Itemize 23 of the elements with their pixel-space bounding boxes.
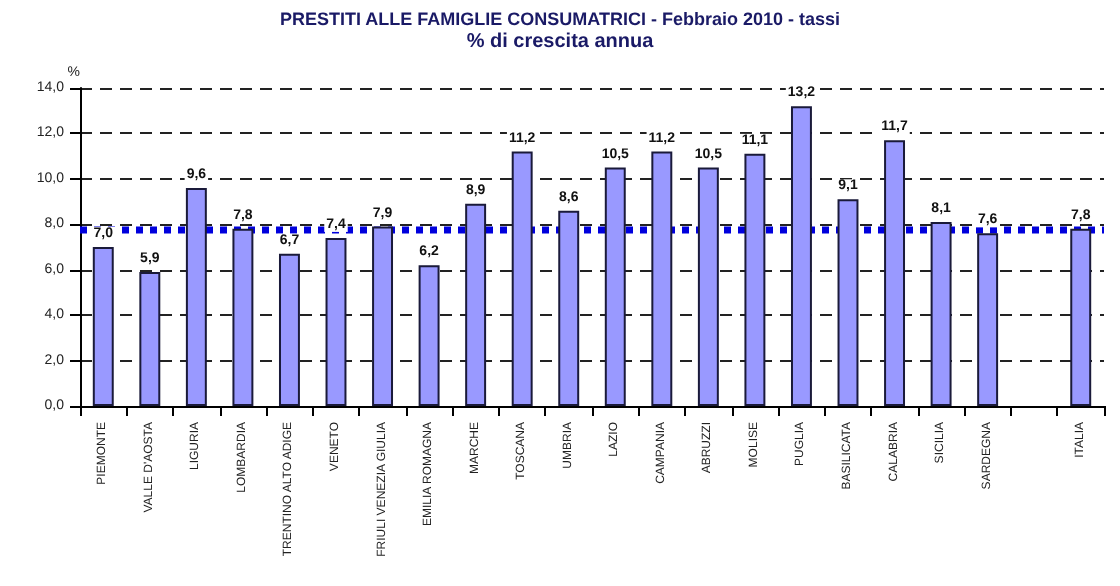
bar <box>604 167 626 406</box>
bar <box>372 226 394 406</box>
bar <box>92 247 114 406</box>
bar <box>884 140 906 406</box>
bar <box>930 222 952 406</box>
bar <box>837 199 859 406</box>
chart-subtitle: % di crescita annua <box>466 31 655 53</box>
bar <box>1070 228 1092 406</box>
bar <box>185 187 207 406</box>
bar <box>697 167 719 406</box>
bar <box>465 203 487 406</box>
bar <box>744 153 766 406</box>
chart-title: PRESTITI ALLE FAMIGLIE CONSUMATRICI - Febbraio 2010 - tassi <box>279 9 841 29</box>
bar <box>232 228 254 406</box>
bar <box>278 253 300 406</box>
bar <box>418 265 440 406</box>
bar <box>511 151 533 406</box>
bar <box>325 237 347 406</box>
bar <box>139 271 161 406</box>
bar <box>977 233 999 406</box>
bar <box>558 210 580 406</box>
bar <box>651 151 673 406</box>
bar <box>790 106 812 406</box>
